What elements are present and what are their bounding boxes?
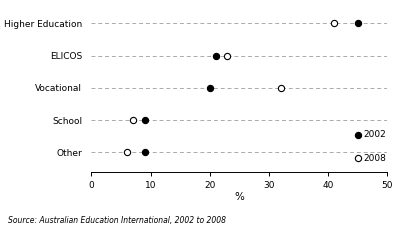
X-axis label: %: % [234,192,244,202]
Text: 2008: 2008 [363,154,386,163]
Text: Source: Australian Education International, 2002 to 2008: Source: Australian Education Internation… [8,216,226,225]
Text: 2002: 2002 [363,130,386,139]
